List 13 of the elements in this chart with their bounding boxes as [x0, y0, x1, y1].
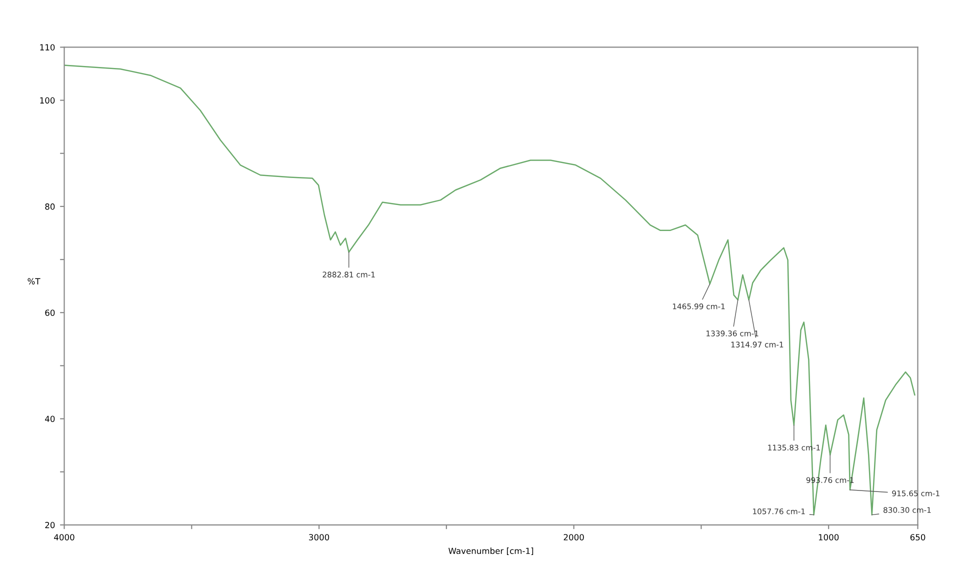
y-axis-title: %T: [28, 278, 40, 284]
x-tick-label: 2000: [564, 534, 584, 540]
y-tick-label: 20: [45, 522, 55, 528]
y-tick-label: 80: [45, 203, 55, 210]
y-tick-label: 100: [40, 97, 55, 104]
x-tick-label: 650: [910, 534, 926, 540]
x-axis-title: Wavenumber [cm-1]: [448, 548, 534, 555]
y-tick-label: 110: [40, 44, 55, 50]
y-tick-label: 60: [45, 310, 55, 316]
x-tick-label: 1000: [818, 534, 839, 540]
y-tick-label: 40: [45, 416, 55, 422]
x-tick-label: 3000: [309, 534, 330, 540]
x-tick-label: 4000: [54, 534, 74, 540]
